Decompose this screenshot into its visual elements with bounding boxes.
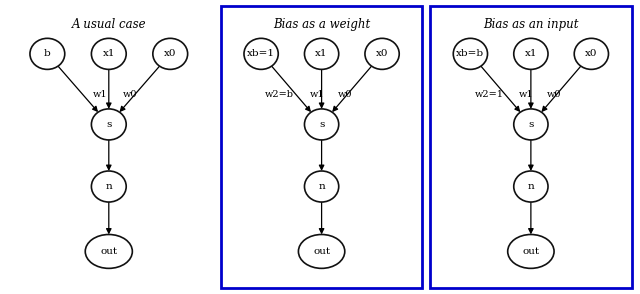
Ellipse shape — [365, 38, 399, 69]
Ellipse shape — [305, 171, 339, 202]
Text: x0: x0 — [164, 49, 177, 59]
Ellipse shape — [453, 38, 488, 69]
Text: b: b — [44, 49, 51, 59]
Text: w2=1: w2=1 — [474, 90, 504, 99]
Ellipse shape — [92, 171, 126, 202]
Ellipse shape — [92, 109, 126, 140]
Text: xb=b: xb=b — [456, 49, 484, 59]
Ellipse shape — [574, 38, 609, 69]
Text: A usual case: A usual case — [72, 18, 146, 31]
Text: out: out — [313, 247, 330, 256]
Text: x1: x1 — [525, 49, 537, 59]
Ellipse shape — [305, 38, 339, 69]
Ellipse shape — [514, 38, 548, 69]
Text: w1: w1 — [519, 90, 533, 99]
Ellipse shape — [514, 109, 548, 140]
Text: Bias as a weight: Bias as a weight — [273, 18, 370, 31]
Text: w2=b: w2=b — [265, 90, 294, 99]
Ellipse shape — [508, 235, 554, 268]
Text: s: s — [528, 120, 534, 129]
Ellipse shape — [30, 38, 65, 69]
Text: x0: x0 — [585, 49, 598, 59]
Text: Bias as an input: Bias as an input — [483, 18, 579, 31]
Ellipse shape — [92, 38, 126, 69]
Text: x1: x1 — [316, 49, 328, 59]
Text: x1: x1 — [102, 49, 115, 59]
Text: xb=1: xb=1 — [247, 49, 275, 59]
Text: s: s — [106, 120, 111, 129]
Ellipse shape — [153, 38, 188, 69]
Text: w1: w1 — [92, 90, 107, 99]
Text: w0: w0 — [547, 90, 561, 99]
Ellipse shape — [85, 235, 132, 268]
Text: w1: w1 — [310, 90, 324, 99]
Text: x0: x0 — [376, 49, 388, 59]
Text: s: s — [319, 120, 324, 129]
Text: out: out — [100, 247, 117, 256]
Ellipse shape — [244, 38, 278, 69]
Ellipse shape — [305, 109, 339, 140]
Text: out: out — [522, 247, 540, 256]
Ellipse shape — [298, 235, 345, 268]
Text: n: n — [106, 182, 112, 191]
Text: n: n — [527, 182, 534, 191]
Text: w0: w0 — [338, 90, 352, 99]
Text: n: n — [318, 182, 325, 191]
Text: w0: w0 — [123, 90, 138, 99]
Ellipse shape — [514, 171, 548, 202]
